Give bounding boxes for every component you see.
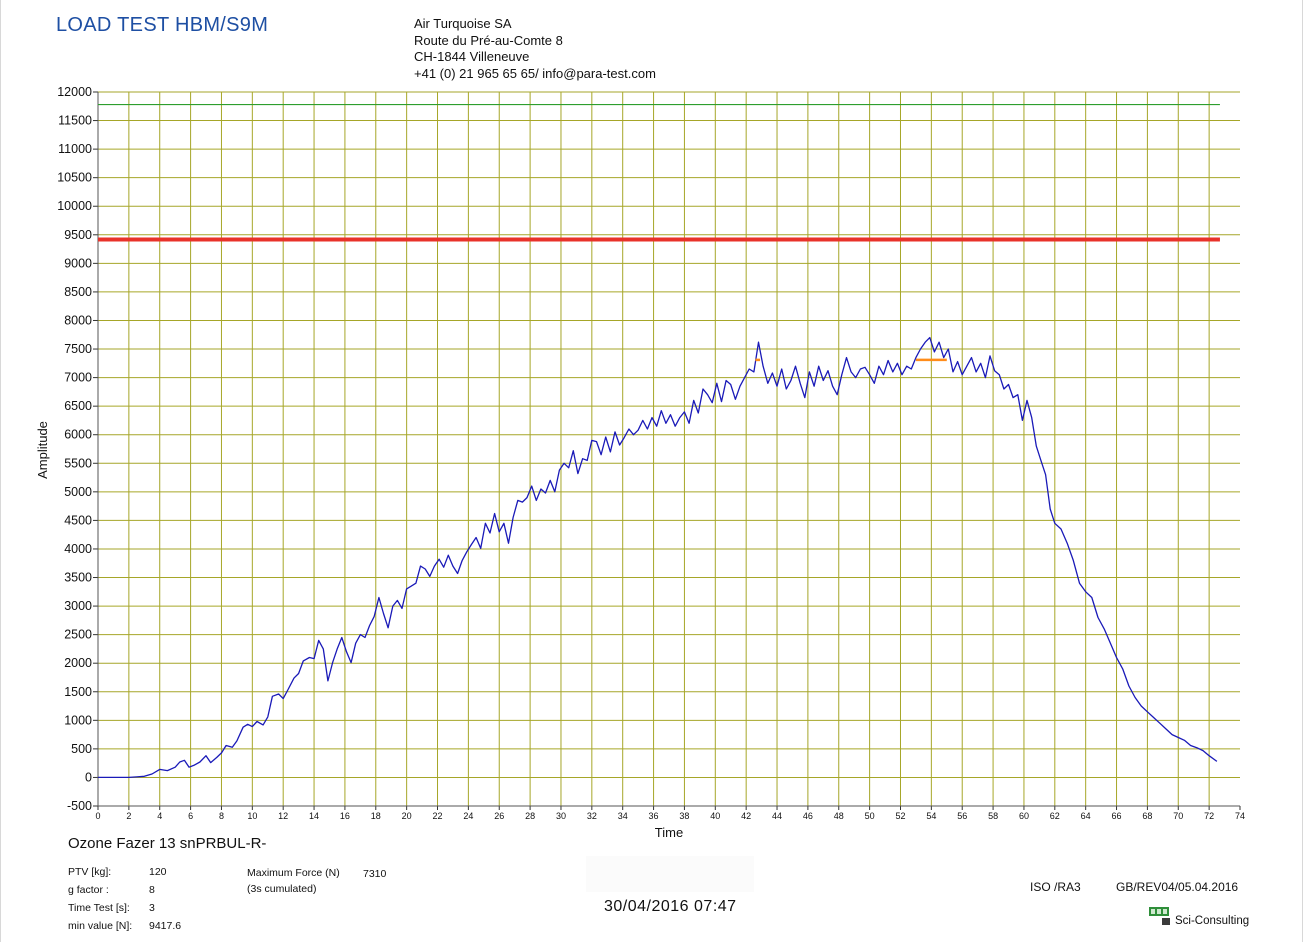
x-tick-label: 22 (433, 811, 443, 821)
y-tick-label: 1500 (64, 685, 92, 699)
x-tick-label: 28 (525, 811, 535, 821)
x-tick-label: 14 (309, 811, 319, 821)
g-factor-label: g factor : (68, 884, 109, 896)
x-tick-label: 18 (371, 811, 381, 821)
y-axis-title: Amplitude (35, 421, 50, 479)
x-tick-label: 16 (340, 811, 350, 821)
x-tick-label: 8 (219, 811, 224, 821)
ptv-label: PTV [kg]: (68, 866, 112, 878)
x-tick-label: 54 (926, 811, 936, 821)
iso-code: ISO /RA3 (1030, 880, 1081, 894)
y-tick-label: 11500 (58, 114, 92, 128)
y-tick-label: 500 (71, 742, 92, 756)
x-tick-label: 52 (895, 811, 905, 821)
min-value-value: 9417.6 (149, 920, 182, 932)
x-tick-label: 32 (587, 811, 597, 821)
y-tick-label: 8000 (64, 313, 92, 327)
max-force-label: Maximum Force (N) (247, 867, 340, 879)
x-tick-label: 72 (1204, 811, 1214, 821)
y-tick-label: 6000 (64, 428, 92, 442)
x-tick-label: 64 (1081, 811, 1091, 821)
x-tick-label: 34 (618, 811, 628, 821)
blank-field (586, 856, 754, 892)
x-tick-label: 40 (710, 811, 720, 821)
y-tick-label: 4500 (64, 513, 92, 527)
y-tick-label: 6500 (64, 399, 92, 413)
y-tick-label: -500 (67, 799, 92, 813)
g-factor-value: 8 (149, 884, 155, 896)
x-tick-label: 38 (679, 811, 689, 821)
y-tick-label: 3000 (64, 599, 92, 613)
x-tick-label: 0 (95, 811, 100, 821)
y-tick-label: 5500 (64, 456, 92, 470)
x-tick-label: 42 (741, 811, 751, 821)
x-tick-label: 26 (494, 811, 504, 821)
x-tick-label: 50 (865, 811, 875, 821)
y-tick-label: 5000 (64, 485, 92, 499)
x-tick-label: 66 (1112, 811, 1122, 821)
brand-name: Sci-Consulting (1175, 915, 1250, 927)
y-tick-label: 1000 (64, 713, 92, 727)
x-tick-label: 2 (126, 811, 131, 821)
x-tick-label: 70 (1173, 811, 1183, 821)
time-test-label: Time Test [s]: (68, 902, 130, 914)
x-tick-label: 56 (957, 811, 967, 821)
x-tick-label: 58 (988, 811, 998, 821)
x-tick-label: 6 (188, 811, 193, 821)
frame-left (0, 0, 1, 942)
time-test-value: 3 (149, 902, 155, 914)
y-tick-label: 10000 (57, 199, 92, 213)
y-tick-label: 0 (85, 770, 92, 784)
y-tick-label: 2500 (64, 628, 92, 642)
y-tick-label: 8500 (64, 285, 92, 299)
company-name: Air Turquoise SA (414, 16, 512, 31)
x-tick-label: 44 (772, 811, 782, 821)
company-street: Route du Pré-au-Comte 8 (414, 32, 563, 48)
series-layer (98, 336, 1218, 779)
x-axis-title: Time (655, 825, 683, 840)
force-series-line (98, 336, 1218, 779)
y-tick-label: 9500 (64, 228, 92, 242)
x-tick-label: 24 (463, 811, 473, 821)
x-tick-label: 10 (247, 811, 257, 821)
company-city: CH-1844 Villeneuve (414, 49, 530, 65)
x-tick-label: 62 (1050, 811, 1060, 821)
x-tick-label: 60 (1019, 811, 1029, 821)
y-tick-label: 7500 (64, 342, 92, 356)
x-tick-label: 48 (834, 811, 844, 821)
company-address: Air Turquoise SA Route du Pré-au-Comte 8… (414, 16, 656, 82)
x-tick-label: 68 (1142, 811, 1152, 821)
x-tick-label: 46 (803, 811, 813, 821)
ptv-value: 120 (149, 866, 167, 878)
x-tick-label: 12 (278, 811, 288, 821)
y-tick-label: 9000 (64, 256, 92, 270)
reference-lines (98, 103, 1220, 242)
sci-consulting-logo-icon (1149, 907, 1170, 925)
company-contact: +41 (0) 21 965 65 65/ info@para-test.com (414, 65, 656, 81)
y-tick-label: 11000 (58, 142, 92, 156)
y-tick-label: 10500 (57, 171, 92, 185)
max-force-note: (3s cumulated) (247, 883, 317, 895)
x-tick-label: 4 (157, 811, 162, 821)
y-tick-label: 4000 (64, 542, 92, 556)
x-tick-label: 20 (402, 811, 412, 821)
y-tick-label: 12000 (57, 85, 92, 99)
x-tick-label: 36 (649, 811, 659, 821)
glider-model: Ozone Fazer 13 snPRBUL-R- (68, 835, 267, 852)
y-tick-label: 7000 (64, 371, 92, 385)
report-title: LOAD TEST HBM/S9M (56, 14, 269, 36)
chart-grid (98, 91, 1240, 807)
revision-code: GB/REV04/05.04.2016 (1116, 880, 1239, 894)
x-tick-label: 30 (556, 811, 566, 821)
test-datetime: 30/04/2016 07:47 (604, 898, 737, 915)
min-value-label: min value [N]: (68, 920, 133, 932)
y-tick-label: 2000 (64, 656, 92, 670)
y-tick-label: 3500 (64, 571, 92, 585)
x-tick-label: 74 (1235, 811, 1245, 821)
max-force-value: 7310 (363, 868, 387, 880)
chart-ticks: 0 2 4 6 8 10 12 14 16 18 20 22 24 26 28 30 32 34 36 38 40 42 4… (57, 85, 1245, 821)
